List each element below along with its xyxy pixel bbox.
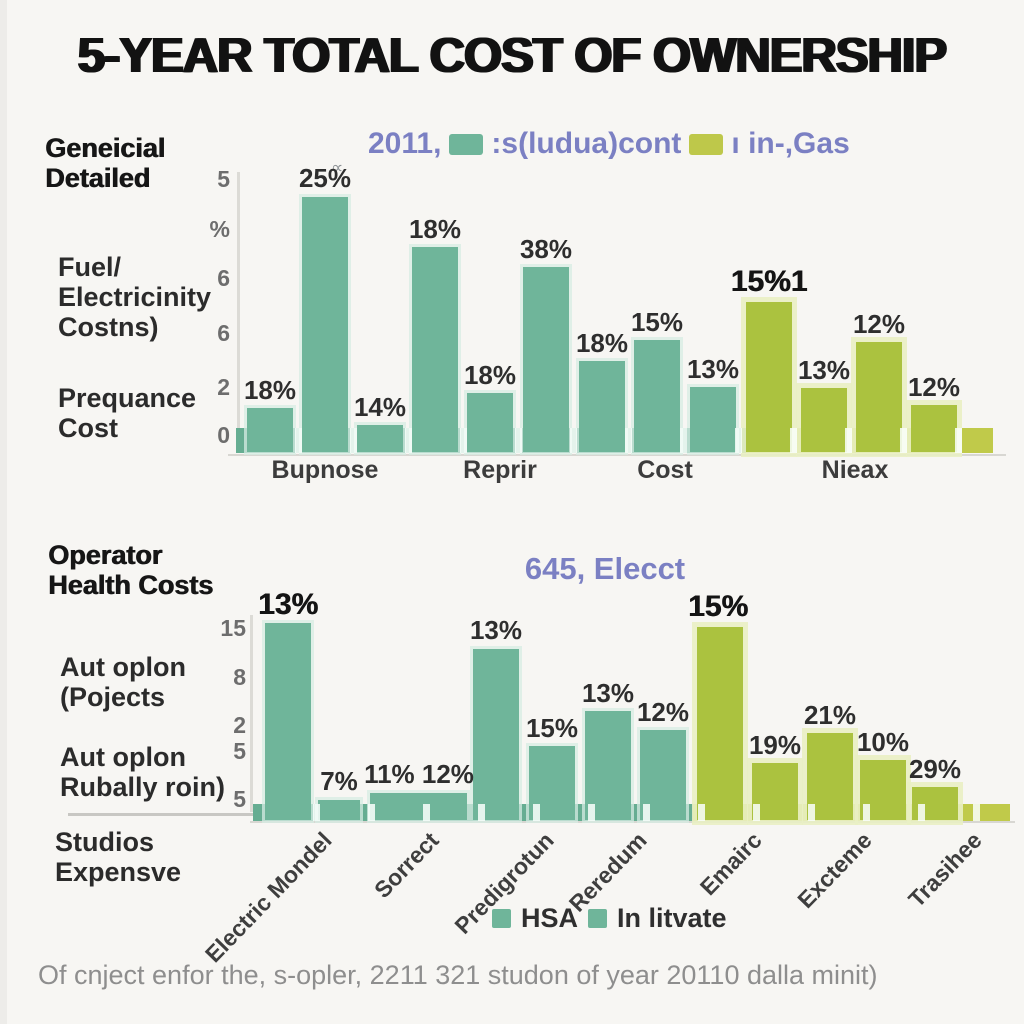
bottom-row-label-3: Studios Expensve bbox=[55, 827, 181, 887]
x-axis-label: Reprir bbox=[463, 456, 537, 484]
bottom-chart-legend: HSA In litvate bbox=[492, 903, 727, 934]
y-tick: 6 bbox=[217, 265, 230, 291]
top-chart-legend: 2011, :s(ludua)cont ı in-,Gas bbox=[368, 127, 850, 161]
bar bbox=[746, 302, 792, 452]
bar-value-label: 18% bbox=[243, 375, 297, 405]
y-tick: 2 bbox=[217, 374, 230, 400]
top-row-label-0: Geneicial Detailed bbox=[45, 133, 165, 193]
y-tick: 5 bbox=[217, 166, 230, 192]
bar bbox=[697, 627, 743, 820]
bar-value-label: 18% bbox=[575, 328, 629, 358]
row-label-line: Electricinity bbox=[58, 282, 212, 312]
bar-value-label: 12% bbox=[636, 697, 690, 727]
bar-value-label: 15% bbox=[525, 713, 579, 743]
row-label-line: Fuel/ bbox=[58, 252, 122, 282]
left-edge-shade bbox=[0, 0, 7, 1024]
y-tick: 0 bbox=[217, 422, 230, 448]
footnote: Of cnject enfor the, s-opler, 2211 321 s… bbox=[38, 960, 878, 990]
bar-value-label: 13% bbox=[797, 355, 851, 385]
row-label-line: Detailed bbox=[45, 163, 151, 193]
bottom-row-label-0: Operator Health Costs bbox=[48, 540, 213, 600]
row-label-line: Prequance bbox=[58, 383, 197, 413]
y-tick: 6 bbox=[217, 320, 230, 346]
row-label-line: Costns) bbox=[58, 312, 159, 342]
row-label-line: Geneicial bbox=[45, 133, 166, 163]
bar-value-label: 15%1 bbox=[730, 265, 808, 298]
bar-value-label: 13% bbox=[469, 615, 523, 645]
row-label-line: Cost bbox=[58, 413, 118, 443]
top-row-label-2: Prequance Cost bbox=[58, 383, 196, 443]
bar-value-label: 14% bbox=[353, 392, 407, 422]
bar-value-label: 13% bbox=[686, 354, 740, 384]
row-label-line: (Pojects bbox=[60, 682, 166, 712]
bar-value-label: 12% bbox=[907, 372, 961, 402]
row-label-line: Rubally roin) bbox=[60, 772, 226, 802]
bar-value-label: 13% bbox=[581, 678, 635, 708]
row-label-line: Aut oplon bbox=[60, 742, 186, 772]
legend-label-in-litvate: In litvate bbox=[617, 903, 727, 933]
bottom-chart-title: 645, Elecct bbox=[524, 551, 686, 586]
legend-label-hsa: HSA bbox=[521, 903, 579, 933]
top-y-axis-line bbox=[237, 172, 240, 453]
bar bbox=[265, 623, 311, 820]
hsa-swatch-icon bbox=[492, 909, 511, 928]
page-title: 5-YEAR TOTAL COST OF OWNERSHIP bbox=[77, 29, 947, 83]
x-axis-label: Bupnose bbox=[271, 456, 379, 484]
bar-value-label: 15% bbox=[630, 307, 684, 337]
bar bbox=[585, 711, 631, 820]
row-label-line: Aut oplon bbox=[60, 652, 186, 682]
bottom-band-ticks bbox=[265, 804, 1010, 821]
bar bbox=[302, 197, 348, 452]
y-tick: 8 bbox=[233, 664, 246, 690]
top-band-ticks bbox=[247, 428, 990, 453]
bar bbox=[412, 247, 458, 452]
row-label-line: Health Costs bbox=[48, 570, 214, 600]
row-label-line: Operator bbox=[48, 540, 163, 570]
bar-value-label: 18% bbox=[408, 214, 462, 244]
bottom-row-label-1: Aut oplon (Pojects bbox=[60, 652, 186, 712]
bottom-row-label-2: Aut oplon Rubally roin) bbox=[60, 742, 225, 802]
bar-value-label: 21% bbox=[803, 700, 857, 730]
y-tick: 5 bbox=[233, 738, 246, 764]
row-label-line: Expensve bbox=[55, 857, 182, 887]
y-tick: 15 bbox=[220, 615, 246, 641]
alpha-mark: ∝ bbox=[331, 158, 344, 177]
y-tick: % bbox=[209, 216, 230, 242]
bar-value-label: 38% bbox=[519, 234, 573, 264]
bar-value-label: 18% bbox=[463, 360, 517, 390]
x-axis-label: Nieax bbox=[821, 456, 889, 484]
bottom-axis-extension-line bbox=[68, 813, 253, 816]
in-litvate-swatch-icon bbox=[588, 909, 608, 928]
yellow-swatch-icon bbox=[689, 133, 724, 155]
bottom-baseline-hairline bbox=[250, 821, 1015, 823]
top-baseline-hairline bbox=[228, 454, 1006, 456]
y-tick: 2 bbox=[233, 712, 246, 738]
bar-value-label: 25% bbox=[298, 163, 352, 193]
bar bbox=[523, 267, 569, 452]
bar-value-label: 15% bbox=[687, 590, 749, 623]
bar bbox=[473, 649, 519, 820]
legend-text-gas: ı in-,Gas bbox=[731, 127, 850, 160]
legend-text-year: 2011, bbox=[368, 127, 442, 160]
row-label-line: Studios bbox=[55, 827, 154, 857]
bar-value-label: 11% 12% bbox=[364, 759, 474, 789]
bar-value-label: 7% bbox=[320, 766, 358, 796]
y-tick: 5 bbox=[233, 786, 246, 812]
bar-value-label: 29% bbox=[908, 754, 962, 784]
bar-value-label: 19% bbox=[748, 730, 802, 760]
x-axis-label: Cost bbox=[637, 456, 693, 484]
bar-value-label: 12% bbox=[852, 309, 906, 339]
bottom-y-axis-line bbox=[250, 615, 253, 812]
top-row-label-1: Fuel/ Electricinity Costns) bbox=[58, 252, 211, 342]
teal-swatch-icon bbox=[449, 133, 484, 155]
legend-text-mid: :s(ludua)cont bbox=[491, 127, 682, 160]
bar-value-label: 10% bbox=[856, 727, 910, 757]
bar-value-label: 13% bbox=[257, 588, 319, 621]
